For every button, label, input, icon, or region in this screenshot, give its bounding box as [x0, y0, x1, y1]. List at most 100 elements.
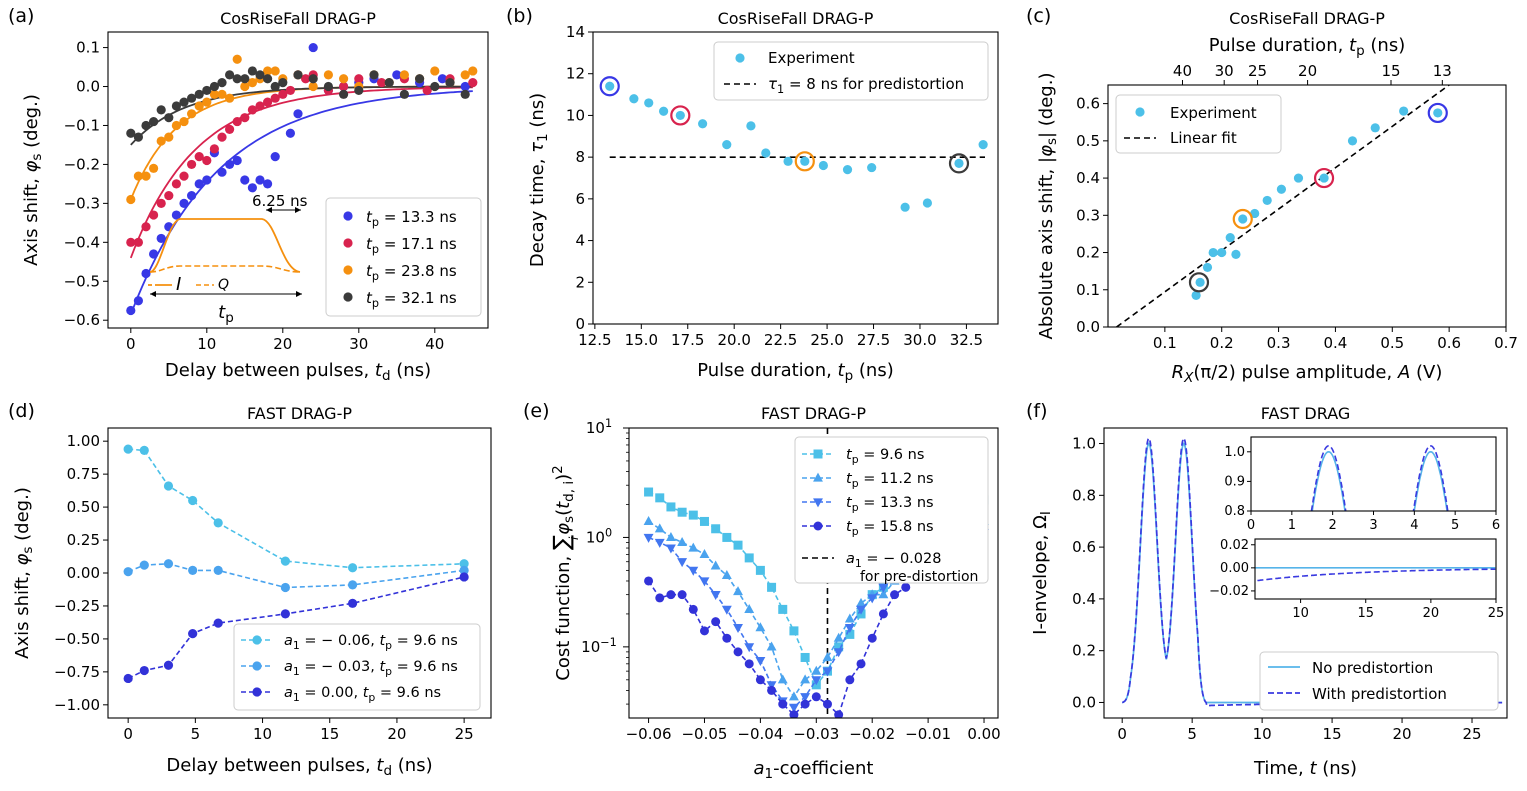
- legend-label: tp = 13.3 ns: [366, 208, 457, 229]
- x-tick-label: −0.05: [681, 725, 727, 743]
- highlight-ring: [670, 105, 691, 126]
- data-point: [845, 675, 855, 685]
- y-tick-label: −1.00: [54, 696, 100, 714]
- width-label: 6.25 ns: [252, 192, 308, 210]
- legend-marker: [343, 211, 353, 221]
- data-point: [240, 81, 250, 92]
- data-point: [263, 74, 273, 84]
- data-point: [194, 101, 204, 111]
- legend-marker: [343, 238, 353, 248]
- data-point: [867, 594, 878, 604]
- data-point: [744, 553, 754, 563]
- data-point: [171, 179, 181, 189]
- data-point: [213, 565, 223, 575]
- y-tick-label: 0.4: [1076, 169, 1100, 187]
- data-point: [1399, 106, 1409, 116]
- legend-label: Linear fit: [1170, 129, 1237, 147]
- data-point: [834, 710, 844, 718]
- panel-title: CosRiseFall DRAG-P: [718, 9, 874, 28]
- data-point: [1262, 195, 1272, 206]
- legend-label: tp = 17.1 ns: [366, 235, 457, 256]
- data-point: [202, 175, 212, 185]
- x-tick-label: 15: [320, 725, 339, 743]
- data-point: [800, 674, 811, 684]
- data-point: [733, 647, 743, 657]
- data-point: [437, 74, 447, 84]
- y-tick-label: 0.0: [76, 78, 100, 96]
- series-line: [127, 576, 465, 680]
- x-tick-label: 15.0: [625, 331, 658, 349]
- data-point: [844, 613, 855, 623]
- data-point: [270, 93, 280, 103]
- data-point: [800, 156, 810, 166]
- x-tick-label: 25: [1462, 725, 1481, 743]
- data-point: [149, 249, 159, 259]
- data-point: [699, 577, 710, 587]
- x-tick-label: 10: [253, 725, 272, 743]
- data-point: [188, 565, 198, 575]
- data-point: [339, 89, 349, 99]
- y-tick-label: 1.0: [1224, 445, 1245, 460]
- data-point: [213, 618, 223, 628]
- data-point: [755, 622, 766, 632]
- y-tick-label: −0.2: [64, 155, 100, 173]
- data-point: [126, 305, 136, 316]
- data-point: [800, 699, 810, 709]
- data-point: [369, 70, 379, 80]
- data-point: [867, 633, 877, 643]
- data-point: [655, 593, 665, 603]
- data-point: [141, 222, 151, 232]
- data-point: [171, 101, 181, 111]
- y-tick-label: 12: [566, 65, 585, 83]
- x-tick-label: 25: [1488, 606, 1505, 621]
- highlight-ring: [1232, 208, 1253, 230]
- panel-title: CosRiseFall DRAG-P: [220, 9, 376, 28]
- top-tick-label: 20: [1298, 62, 1317, 80]
- data-point: [141, 120, 151, 131]
- y-tick-label: 10−1: [581, 636, 617, 656]
- data-point: [133, 237, 143, 247]
- y-tick-label: −0.5: [64, 272, 100, 290]
- arrow-head: [296, 291, 302, 297]
- data-point: [978, 140, 988, 150]
- data-point: [1231, 249, 1241, 259]
- x-axis-label: Delay between pulses, td (ns): [165, 360, 431, 384]
- panel-label: (c): [1026, 5, 1051, 27]
- legend-marker: [252, 635, 262, 645]
- y-tick-label: −0.3: [64, 194, 100, 212]
- highlight-ring: [599, 76, 620, 97]
- plot-area: [123, 444, 469, 684]
- data-point: [789, 710, 799, 718]
- fit-line: [129, 86, 473, 259]
- x-tick-label: 32.5: [950, 331, 983, 349]
- data-point: [710, 591, 721, 601]
- data-point: [722, 532, 732, 542]
- data-point: [123, 673, 133, 684]
- arrow-head: [266, 207, 272, 213]
- y-tick-label: 0.00: [67, 564, 100, 582]
- data-point: [1208, 247, 1218, 258]
- x-tick-label: −0.04: [737, 725, 783, 743]
- legend-label: With predistortion: [1312, 685, 1447, 703]
- y-tick-label: 100: [586, 526, 612, 546]
- panel-title: FAST DRAG-P: [761, 404, 866, 423]
- legend: a1 = − 0.06, tp = 9.6 ns a1 = − 0.03, tp …: [233, 623, 481, 711]
- plot-area: [599, 76, 988, 212]
- x-tick-label: 30: [349, 335, 368, 353]
- y-tick-label: 14: [566, 23, 585, 41]
- data-point: [1225, 233, 1235, 243]
- x-tick-label: 40: [425, 335, 444, 353]
- data-point: [263, 97, 273, 107]
- y-axis-label: Absolute axis shift, |φs| (deg.): [1036, 73, 1060, 340]
- data-point: [213, 518, 223, 528]
- data-point: [755, 565, 765, 575]
- data-point: [280, 582, 290, 593]
- y-tick-label: 10: [566, 106, 585, 124]
- x-tick-label: 20: [1393, 725, 1412, 743]
- legend-label: tp = 9.6 ns: [846, 447, 924, 466]
- x-tick-label: 1: [1288, 518, 1296, 533]
- y-tick-label: 0.5: [1076, 132, 1100, 150]
- x-axis-label: RX(π/2) pulse amplitude, A (V): [1172, 362, 1443, 386]
- data-point: [460, 70, 470, 80]
- data-point: [733, 540, 743, 550]
